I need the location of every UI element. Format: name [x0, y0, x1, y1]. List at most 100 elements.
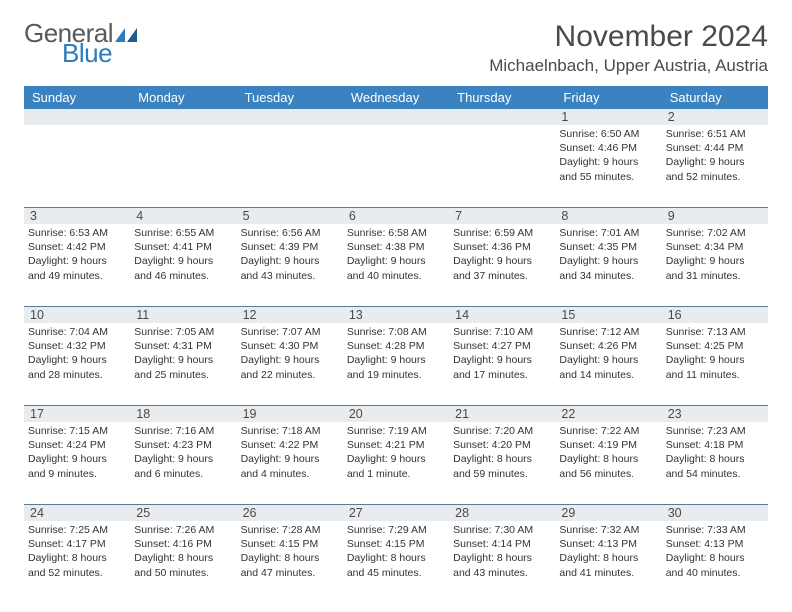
day-number: 24 [24, 505, 130, 521]
day-cell: Sunrise: 7:08 AMSunset: 4:28 PMDaylight:… [343, 323, 449, 405]
day-detail-line: Daylight: 9 hours [666, 254, 764, 268]
day-detail-line: Sunset: 4:24 PM [28, 438, 126, 452]
day-detail-line: and 43 minutes. [453, 566, 551, 580]
day-detail-line: and 19 minutes. [347, 368, 445, 382]
day-detail-line: and 45 minutes. [347, 566, 445, 580]
dayname-header: Wednesday [343, 86, 449, 109]
day-number: 7 [449, 208, 555, 224]
day-detail-line: and 40 minutes. [347, 269, 445, 283]
day-detail-line: and 6 minutes. [134, 467, 232, 481]
day-detail-line: and 43 minutes. [241, 269, 339, 283]
day-cell: Sunrise: 7:29 AMSunset: 4:15 PMDaylight:… [343, 521, 449, 603]
day-detail-line: and 40 minutes. [666, 566, 764, 580]
day-detail-line: and 9 minutes. [28, 467, 126, 481]
logo-sail-icon [115, 28, 137, 42]
day-detail-line: Daylight: 9 hours [134, 452, 232, 466]
day-detail-line: Sunrise: 7:01 AM [559, 226, 657, 240]
day-number: 13 [343, 307, 449, 323]
day-number: 1 [555, 109, 661, 125]
day-number: 18 [130, 406, 236, 422]
day-detail-line: Sunrise: 6:51 AM [666, 127, 764, 141]
day-detail-line: and 50 minutes. [134, 566, 232, 580]
day-detail-line: Sunset: 4:27 PM [453, 339, 551, 353]
day-detail-line: Daylight: 9 hours [241, 353, 339, 367]
day-detail-line: Daylight: 9 hours [28, 452, 126, 466]
day-detail-line: and 55 minutes. [559, 170, 657, 184]
dayname-header: Thursday [449, 86, 555, 109]
day-detail-line: Daylight: 9 hours [241, 254, 339, 268]
week-row: Sunrise: 7:25 AMSunset: 4:17 PMDaylight:… [24, 521, 768, 603]
day-cell [237, 125, 343, 207]
day-detail-line: Sunrise: 7:18 AM [241, 424, 339, 438]
day-detail-line: and 11 minutes. [666, 368, 764, 382]
day-number: 15 [555, 307, 661, 323]
day-detail-line: Sunset: 4:42 PM [28, 240, 126, 254]
week-row: Sunrise: 7:15 AMSunset: 4:24 PMDaylight:… [24, 422, 768, 504]
page-title: November 2024 [489, 20, 768, 54]
day-cell: Sunrise: 7:20 AMSunset: 4:20 PMDaylight:… [449, 422, 555, 504]
day-detail-line: Sunrise: 7:05 AM [134, 325, 232, 339]
week-row: Sunrise: 6:50 AMSunset: 4:46 PMDaylight:… [24, 125, 768, 207]
daynum-row: 12 [24, 109, 768, 125]
day-number: 5 [237, 208, 343, 224]
day-number [237, 109, 343, 125]
day-number: 26 [237, 505, 343, 521]
day-detail-line: and 28 minutes. [28, 368, 126, 382]
day-detail-line: Sunrise: 7:12 AM [559, 325, 657, 339]
day-number: 3 [24, 208, 130, 224]
day-detail-line: and 37 minutes. [453, 269, 551, 283]
day-detail-line: and 17 minutes. [453, 368, 551, 382]
day-detail-line: and 4 minutes. [241, 467, 339, 481]
day-cell: Sunrise: 6:55 AMSunset: 4:41 PMDaylight:… [130, 224, 236, 306]
day-detail-line: and 54 minutes. [666, 467, 764, 481]
day-number [24, 109, 130, 125]
day-detail-line: Sunrise: 7:29 AM [347, 523, 445, 537]
day-number: 17 [24, 406, 130, 422]
day-detail-line: Daylight: 9 hours [453, 353, 551, 367]
dayname-header: Friday [555, 86, 661, 109]
day-detail-line: Sunrise: 7:19 AM [347, 424, 445, 438]
day-cell: Sunrise: 7:15 AMSunset: 4:24 PMDaylight:… [24, 422, 130, 504]
day-detail-line: Sunrise: 7:16 AM [134, 424, 232, 438]
day-cell: Sunrise: 6:59 AMSunset: 4:36 PMDaylight:… [449, 224, 555, 306]
day-detail-line: and 41 minutes. [559, 566, 657, 580]
day-cell: Sunrise: 7:19 AMSunset: 4:21 PMDaylight:… [343, 422, 449, 504]
day-detail-line: Sunset: 4:28 PM [347, 339, 445, 353]
day-detail-line: Sunset: 4:38 PM [347, 240, 445, 254]
day-detail-line: and 14 minutes. [559, 368, 657, 382]
day-cell: Sunrise: 7:22 AMSunset: 4:19 PMDaylight:… [555, 422, 661, 504]
day-number: 10 [24, 307, 130, 323]
day-cell [343, 125, 449, 207]
day-detail-line: Sunrise: 6:50 AM [559, 127, 657, 141]
day-detail-line: Sunset: 4:14 PM [453, 537, 551, 551]
day-cell: Sunrise: 7:04 AMSunset: 4:32 PMDaylight:… [24, 323, 130, 405]
day-cell [449, 125, 555, 207]
daynum-row: 17181920212223 [24, 405, 768, 422]
day-detail-line: Sunset: 4:16 PM [134, 537, 232, 551]
day-detail-line: and 52 minutes. [28, 566, 126, 580]
day-detail-line: and 31 minutes. [666, 269, 764, 283]
day-detail-line: Daylight: 8 hours [347, 551, 445, 565]
week-row: Sunrise: 7:04 AMSunset: 4:32 PMDaylight:… [24, 323, 768, 405]
logo-text-blue: Blue [62, 40, 112, 66]
calendar: SundayMondayTuesdayWednesdayThursdayFrid… [24, 86, 768, 603]
day-cell: Sunrise: 6:51 AMSunset: 4:44 PMDaylight:… [662, 125, 768, 207]
day-number: 4 [130, 208, 236, 224]
day-detail-line: Daylight: 8 hours [28, 551, 126, 565]
day-number: 29 [555, 505, 661, 521]
day-number: 23 [662, 406, 768, 422]
daynum-row: 24252627282930 [24, 504, 768, 521]
day-cell: Sunrise: 7:33 AMSunset: 4:13 PMDaylight:… [662, 521, 768, 603]
day-detail-line: and 52 minutes. [666, 170, 764, 184]
day-detail-line: Sunrise: 7:22 AM [559, 424, 657, 438]
day-detail-line: Sunset: 4:22 PM [241, 438, 339, 452]
day-number: 20 [343, 406, 449, 422]
day-cell: Sunrise: 7:12 AMSunset: 4:26 PMDaylight:… [555, 323, 661, 405]
day-detail-line: Daylight: 9 hours [134, 254, 232, 268]
day-detail-line: and 49 minutes. [28, 269, 126, 283]
day-number: 9 [662, 208, 768, 224]
day-detail-line: and 59 minutes. [453, 467, 551, 481]
day-detail-line: Sunset: 4:23 PM [134, 438, 232, 452]
header: General Blue November 2024 Michaelnbach,… [24, 20, 768, 76]
day-number: 6 [343, 208, 449, 224]
